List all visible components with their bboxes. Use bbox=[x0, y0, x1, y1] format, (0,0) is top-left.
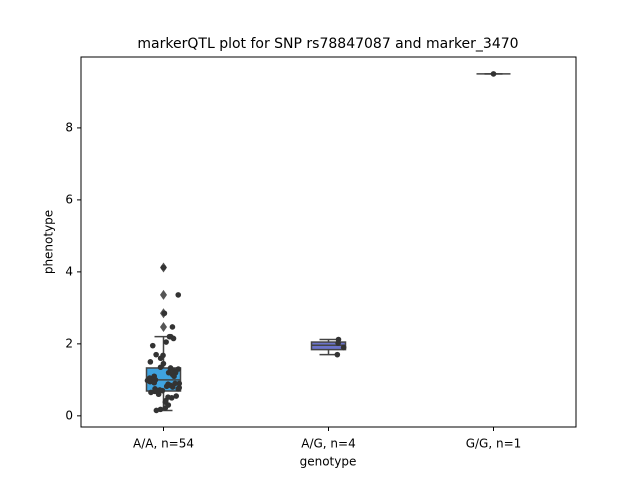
y-axis-label: phenotype bbox=[42, 210, 56, 274]
data-point bbox=[490, 71, 497, 77]
data-point bbox=[173, 393, 180, 399]
data-point bbox=[153, 351, 159, 358]
data-point bbox=[335, 340, 341, 346]
x-tick-label: A/G, n=4 bbox=[301, 437, 355, 451]
data-point bbox=[163, 339, 169, 345]
data-point bbox=[151, 379, 158, 386]
data-point bbox=[162, 405, 169, 411]
data-point bbox=[159, 387, 166, 394]
data-point bbox=[176, 380, 183, 387]
data-point bbox=[170, 335, 177, 342]
outlier bbox=[160, 289, 167, 300]
data-point bbox=[175, 292, 182, 298]
y-tick-label: 4 bbox=[65, 264, 73, 278]
outlier bbox=[160, 321, 167, 332]
data-point bbox=[148, 389, 154, 396]
y-tick-label: 8 bbox=[65, 120, 73, 134]
data-point bbox=[147, 359, 154, 365]
data-point bbox=[149, 342, 156, 349]
data-point bbox=[171, 373, 177, 380]
data-point bbox=[161, 310, 168, 317]
data-point bbox=[175, 386, 182, 392]
data-point bbox=[334, 351, 341, 358]
data-point bbox=[157, 364, 164, 371]
y-tick-label: 6 bbox=[65, 192, 73, 206]
y-tick-label: 0 bbox=[65, 408, 73, 422]
data-point bbox=[153, 407, 160, 414]
data-point bbox=[155, 391, 162, 398]
x-axis-label: genotype bbox=[300, 455, 357, 469]
data-point bbox=[163, 383, 170, 390]
data-point bbox=[169, 324, 176, 330]
data-point bbox=[168, 395, 175, 401]
x-tick-label: A/A, n=54 bbox=[133, 437, 194, 451]
y-tick-label: 2 bbox=[65, 336, 73, 350]
data-point bbox=[340, 344, 347, 351]
chart-title: markerQTL plot for SNP rs78847087 and ma… bbox=[137, 36, 518, 52]
data-point bbox=[157, 355, 164, 362]
x-tick-label: G/G, n=1 bbox=[466, 437, 522, 451]
data-point bbox=[160, 264, 167, 271]
data-point bbox=[169, 384, 176, 390]
